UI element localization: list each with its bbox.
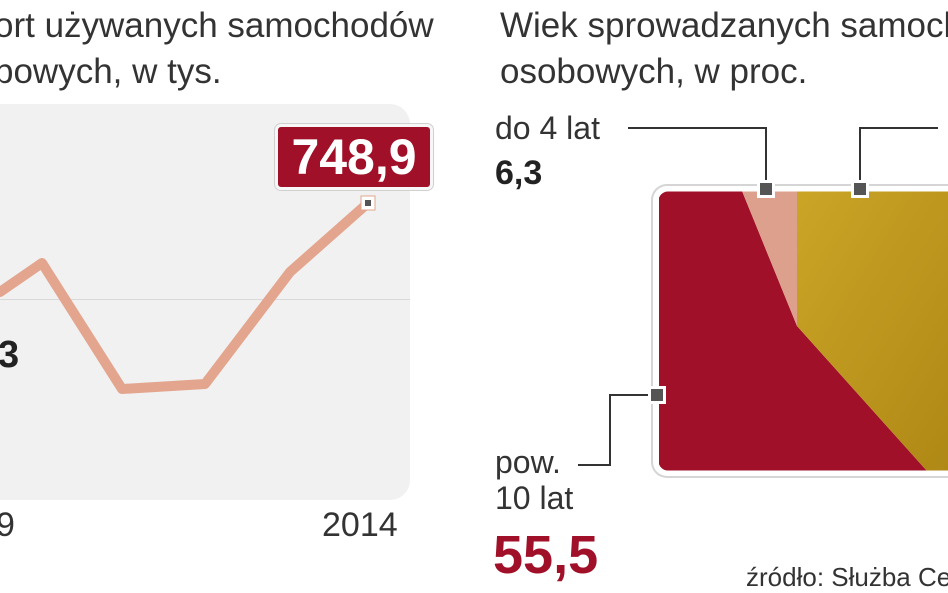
pie-label-over-10-line1: pow. (495, 444, 561, 480)
leader-markers (648, 180, 869, 404)
line-chart-callout-value: 748,9 (275, 124, 433, 190)
pie-slices (659, 191, 948, 471)
pie-chart-title-line2: osobowych, w proc. (500, 52, 808, 91)
pie-value-up-to-4-years: 6,3 (495, 154, 543, 192)
line-endpoint-marker-dot (365, 200, 371, 206)
pie-label-up-to-4-years: do 4 lat (495, 110, 600, 146)
pie-slice-over-10-years (659, 191, 927, 471)
x-axis-label-right: 2014 (322, 506, 398, 544)
line-chart-title-line2: bowych, w tys. (0, 52, 222, 91)
pie-value-over-10-years: 55,5 (493, 525, 599, 585)
line-chart-gridline (0, 299, 410, 300)
line-chart-partial-value: 3 (0, 334, 20, 376)
x-axis-label-left: 9 (0, 506, 15, 544)
line-series (0, 198, 373, 394)
pie-slice-up-to-4-years (742, 191, 797, 326)
pie-chart-title-line1: Wiek sprowadzanych samoch (500, 6, 948, 45)
pie-label-over-10-line2: 10 lat (495, 480, 574, 516)
pie-slice-middle (797, 191, 948, 471)
line-chart-title-line1: ort używanych samochodów (0, 6, 434, 45)
leader-lines (578, 127, 938, 466)
source-note: źródło: Służba Ce (746, 562, 948, 592)
